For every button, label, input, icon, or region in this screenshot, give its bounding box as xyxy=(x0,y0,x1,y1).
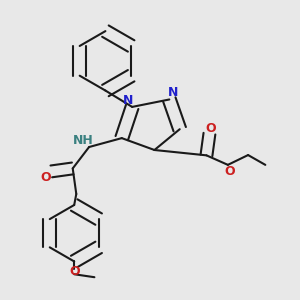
Text: NH: NH xyxy=(73,134,94,147)
Text: O: O xyxy=(206,122,216,135)
Text: O: O xyxy=(224,165,235,178)
Text: N: N xyxy=(122,94,133,107)
Text: O: O xyxy=(69,266,80,278)
Text: O: O xyxy=(41,171,51,184)
Text: N: N xyxy=(168,86,178,99)
